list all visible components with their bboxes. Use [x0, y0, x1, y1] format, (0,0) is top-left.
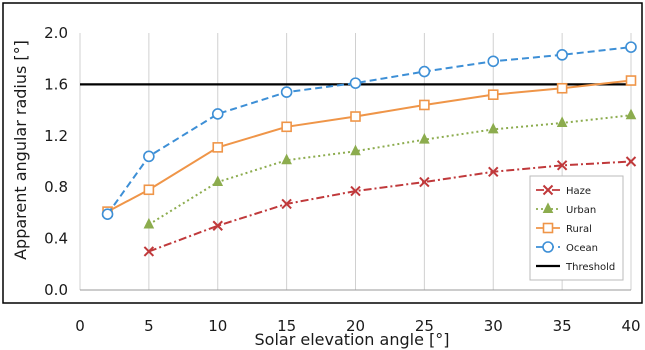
legend-label-haze: Haze	[566, 186, 591, 197]
data-point-haze	[625, 156, 637, 167]
data-point-ocean	[487, 55, 500, 68]
data-point-haze	[488, 166, 499, 177]
data-point-urban	[281, 153, 292, 165]
data-point-urban	[212, 175, 224, 187]
data-point-urban	[625, 108, 637, 120]
data-point-rural	[556, 82, 568, 94]
data-point-ocean	[418, 65, 431, 78]
x-tick-label: 15	[277, 317, 296, 335]
data-point-rural	[143, 184, 155, 196]
x-tick-label: 25	[415, 317, 434, 335]
legend-label-threshold: Threshold	[565, 262, 615, 273]
legend-marker-urban	[542, 202, 554, 213]
data-point-rural	[419, 99, 430, 111]
data-point-ocean	[143, 150, 155, 163]
data-point-haze	[212, 220, 223, 231]
x-tick-label: 20	[346, 317, 365, 335]
data-point-ocean	[280, 86, 293, 98]
outer-border	[2, 2, 643, 304]
data-point-urban	[487, 122, 499, 134]
data-point-ocean	[625, 41, 637, 53]
y-tick-label: 0.4	[44, 230, 68, 248]
legend-marker-haze	[542, 184, 554, 196]
legend-label-urban: Urban	[566, 205, 596, 216]
data-point-urban	[556, 116, 568, 127]
data-point-rural	[487, 89, 499, 100]
y-tick-label: 0.0	[44, 281, 68, 299]
data-point-haze	[419, 176, 430, 188]
legend-marker-rural	[542, 222, 554, 234]
legend-marker-ocean	[542, 241, 554, 253]
legend: Haze Urban Rural Ocean Threshold	[529, 175, 624, 281]
data-point-rural	[350, 111, 361, 122]
x-tick-label: 10	[208, 317, 227, 335]
y-tick-label: 1.6	[44, 75, 68, 93]
data-point-rural	[625, 75, 637, 86]
x-tick-label: 40	[621, 317, 640, 335]
data-point-rural	[212, 142, 224, 153]
data-point-ocean	[211, 108, 224, 120]
data-point-rural	[281, 121, 292, 133]
x-tick-label: 5	[144, 317, 154, 335]
legend-label-rural: Rural	[566, 224, 592, 235]
data-point-haze	[350, 185, 361, 197]
x-tick-label: 30	[484, 317, 503, 335]
series-line-ocean	[106, 46, 632, 215]
data-point-haze	[143, 246, 155, 257]
x-axis-title: Solar elevation angle [°]	[255, 330, 450, 349]
data-point-haze	[556, 160, 568, 171]
data-point-ocean	[556, 49, 568, 61]
data-point-urban	[419, 133, 430, 144]
data-point-urban	[143, 217, 155, 229]
legend-label-ocean: Ocean	[566, 243, 598, 254]
y-tick-label: 0.8	[44, 178, 68, 196]
data-point-urban	[350, 144, 361, 156]
x-tick-label: 0	[75, 317, 85, 335]
data-point-haze	[281, 198, 292, 210]
data-point-ocean	[349, 77, 362, 89]
data-point-ocean	[101, 208, 114, 220]
y-axis-title: Apparent angular radius [°]	[11, 40, 30, 260]
series-line-haze	[148, 160, 632, 253]
y-tick-label: 1.2	[44, 127, 68, 145]
y-tick-label: 2.0	[44, 24, 68, 42]
x-tick-label: 35	[553, 317, 572, 335]
